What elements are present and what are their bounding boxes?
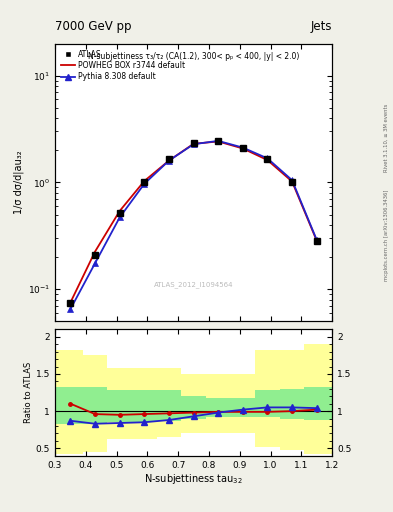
Legend: ATLAS, POWHEG BOX r3744 default, Pythia 8.308 default: ATLAS, POWHEG BOX r3744 default, Pythia … — [59, 47, 187, 83]
Y-axis label: 1/σ dσ/d|au₃₂: 1/σ dσ/d|au₃₂ — [13, 151, 24, 214]
Text: Rivet 3.1.10, ≥ 3M events: Rivet 3.1.10, ≥ 3M events — [384, 104, 389, 173]
X-axis label: N-subjettiness tau$_{32}$: N-subjettiness tau$_{32}$ — [144, 472, 243, 486]
Text: ATLAS_2012_I1094564: ATLAS_2012_I1094564 — [154, 281, 233, 288]
Y-axis label: Ratio to ATLAS: Ratio to ATLAS — [24, 362, 33, 423]
Text: 7000 GeV pp: 7000 GeV pp — [55, 20, 132, 33]
Text: N-subjettiness τ₃/τ₂ (CA(1.2), 300< pₚ < 400, |y| < 2.0): N-subjettiness τ₃/τ₂ (CA(1.2), 300< pₚ <… — [88, 52, 299, 61]
Text: Jets: Jets — [310, 20, 332, 33]
Text: mcplots.cern.ch [arXiv:1306.3436]: mcplots.cern.ch [arXiv:1306.3436] — [384, 190, 389, 281]
